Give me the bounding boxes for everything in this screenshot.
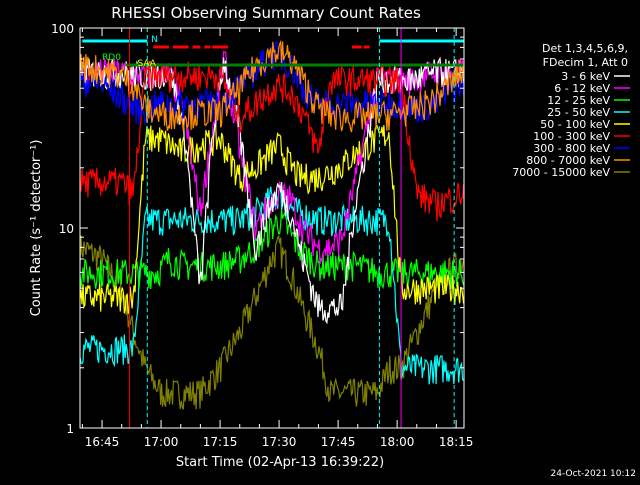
legend-label-300-800-kev: 300 - 800 keV — [533, 142, 610, 155]
y-axis-ticks: 1 10 100 — [51, 22, 464, 436]
x-tick-label-1700: 17:00 — [144, 435, 179, 449]
timestamp: 24-Oct-2021 10:12 — [551, 469, 636, 479]
series-line-7000-15000-kev — [80, 234, 464, 410]
legend-header-line-1: Det 1,3,4,5,6,9, — [542, 42, 628, 55]
flag-label-saa: SAA — [137, 59, 156, 69]
x-tick-label-1815: 18:15 — [439, 435, 474, 449]
series-line-50-100-kev — [80, 124, 464, 314]
legend-header-line-2: FDecim 1, Att 0 — [543, 56, 628, 69]
plot-area — [80, 39, 464, 410]
flag-label-rd0: RD0 — [102, 53, 121, 63]
flag-label-n: N — [151, 35, 158, 45]
series-line-300-800-kev — [80, 40, 464, 125]
chart-title: RHESSI Observing Summary Count Rates — [111, 4, 421, 22]
legend-label-6-12-kev: 6 - 12 keV — [554, 82, 610, 95]
legend-label-100-300-kev: 100 - 300 keV — [533, 130, 610, 143]
legend-label-12-25-kev: 12 - 25 keV — [547, 94, 610, 107]
x-axis-ticks: 16:45 17:00 17:15 17:30 17:45 18:00 18:15 — [81, 28, 474, 449]
y-tick-label-10: 10 — [59, 222, 74, 236]
legend-label-50-100-kev: 50 - 100 keV — [540, 118, 610, 131]
y-axis-label: Count Rate (s⁻¹ detector⁻¹) — [29, 140, 44, 317]
y-tick-label-100: 100 — [51, 22, 74, 36]
x-tick-label-1645: 16:45 — [85, 435, 120, 449]
legend-label-7000-15000-kev: 7000 - 15000 keV — [512, 166, 610, 179]
series-line-12-25-kev — [80, 210, 464, 290]
legend-label-25-50-kev: 25 - 50 keV — [547, 106, 610, 119]
x-tick-label-1715: 17:15 — [203, 435, 238, 449]
flag-bars: N RD0 SAA — [82, 28, 464, 428]
legend-label-3-6-kev: 3 - 6 keV — [561, 70, 610, 83]
legend: Det 1,3,4,5,6,9, FDecim 1, Att 0 3 - 6 k… — [512, 42, 630, 179]
x-axis-label: Start Time (02-Apr-13 16:39:22) — [176, 455, 384, 470]
x-tick-label-1745: 17:45 — [321, 435, 356, 449]
series-line-100-300-kev — [80, 61, 464, 222]
x-tick-label-1800: 18:00 — [380, 435, 415, 449]
y-tick-label-1: 1 — [66, 422, 74, 436]
series-line-800-7000-kev — [80, 39, 464, 133]
x-tick-label-1730: 17:30 — [262, 435, 297, 449]
legend-label-800-7000-kev: 800 - 7000 keV — [526, 154, 610, 167]
